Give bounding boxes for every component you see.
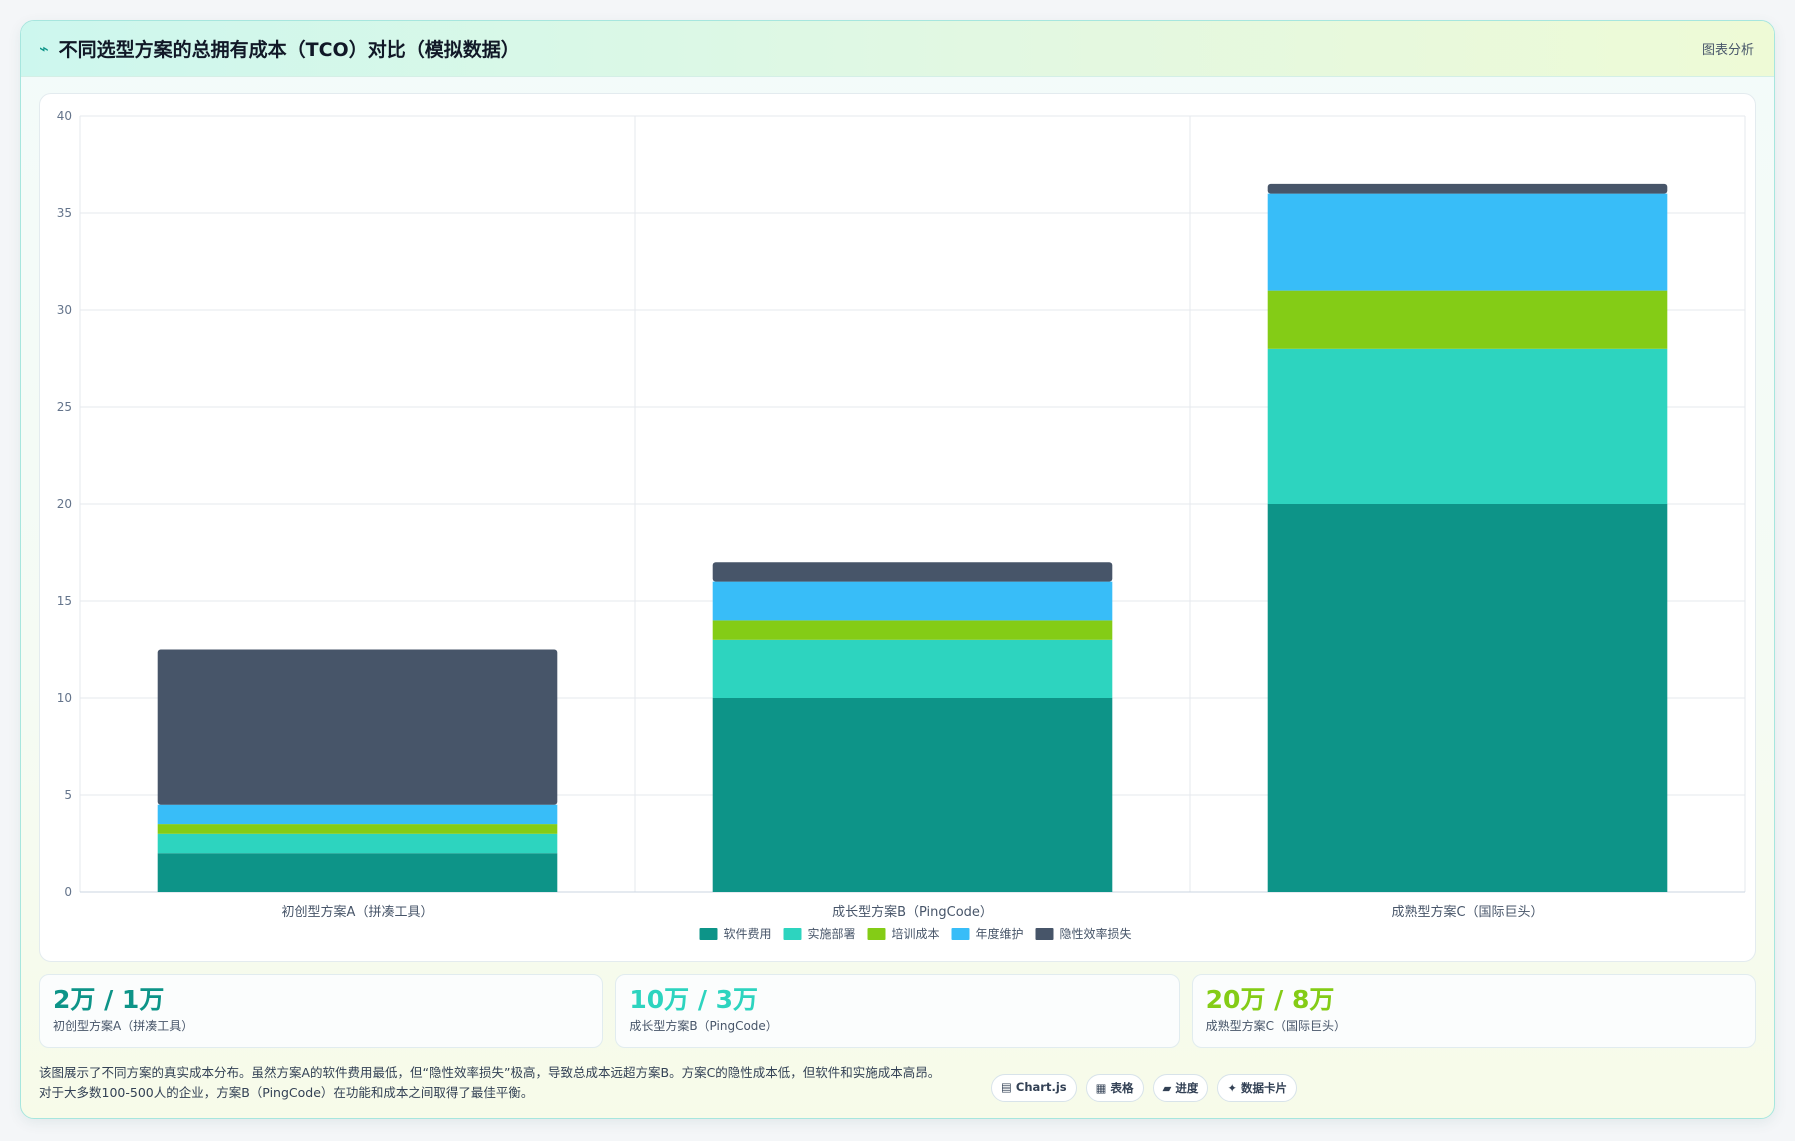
- bar-segment: [1267, 290, 1668, 349]
- stat-card-b: 10万 / 3万 成长型方案B（PingCode）: [615, 974, 1180, 1048]
- table-icon: ▦: [1095, 1081, 1107, 1095]
- y-tick-label: 40: [57, 109, 72, 123]
- bar-segment: [712, 639, 1113, 698]
- panel-header: ⌁ 不同选型方案的总拥有成本（TCO）对比（模拟数据） 图表分析: [21, 21, 1774, 77]
- bar-segment: [712, 562, 1113, 582]
- legend-label: 实施部署: [808, 926, 856, 941]
- description-line: 该图展示了不同方案的真实成本分布。虽然方案A的软件费用最低，但“隐性效率损失”极…: [39, 1065, 941, 1080]
- chart-analysis-button[interactable]: 图表分析: [1701, 43, 1754, 58]
- bar-segment: [157, 649, 558, 805]
- stat-card-label: 成长型方案B（PingCode）: [629, 1019, 778, 1033]
- bar-segment: [157, 804, 558, 825]
- pill-label: 进度: [1175, 1081, 1199, 1095]
- legend-swatch: [699, 928, 718, 940]
- legend-swatch: [951, 928, 970, 940]
- x-tick-label: 成长型方案B（PingCode）: [832, 904, 993, 920]
- stat-card-value: 10万 / 3万: [629, 985, 759, 1014]
- stat-card-label: 成熟型方案C（国际巨头）: [1205, 1019, 1347, 1033]
- x-tick-label: 成熟型方案C（国际巨头）: [1391, 904, 1543, 920]
- stat-card-c: 20万 / 8万 成熟型方案C（国际巨头）: [1191, 974, 1756, 1048]
- bar-segment: [1267, 348, 1668, 504]
- y-tick-label: 25: [57, 400, 72, 414]
- view-chartjs-button[interactable]: ▤ Chart.js: [991, 1074, 1077, 1102]
- stat-card-value: 20万 / 8万: [1205, 985, 1335, 1014]
- legend-swatch: [1035, 928, 1054, 940]
- progress-icon: ▰: [1162, 1081, 1172, 1095]
- sparkle-icon: ✦: [1227, 1081, 1238, 1095]
- stat-card-a: 2万 / 1万 初创型方案A（拼凑工具）: [39, 974, 604, 1048]
- bar-segment: [712, 698, 1113, 892]
- stacked-bar-chart: 0 5 10 15 20 25 30 35 40 初创型方案A（拼凑工具） 成长型方案B（PingC…: [57, 109, 1746, 941]
- stat-card-label: 初创型方案A（拼凑工具）: [53, 1019, 194, 1033]
- bar-segment: [1267, 183, 1668, 194]
- page-title: 不同选型方案的总拥有成本（TCO）对比（模拟数据）: [58, 39, 520, 61]
- chart-description: 该图展示了不同方案的真实成本分布。虽然方案A的软件费用最低，但“隐性效率损失”极…: [39, 1063, 1019, 1103]
- legend-swatch: [783, 928, 802, 940]
- bar-segment: [1267, 193, 1668, 291]
- y-tick-label: 30: [57, 303, 72, 317]
- bar-segment: [157, 853, 558, 892]
- bar-segment: [1267, 504, 1668, 892]
- y-tick-label: 5: [64, 788, 72, 802]
- x-tick-label: 初创型方案A（拼凑工具）: [282, 904, 434, 920]
- chart-card: 0 5 10 15 20 25 30 35 40 初创型方案A（拼凑工具） 成长型方案B（PingC…: [39, 93, 1756, 962]
- legend-label: 年度维护: [976, 926, 1024, 941]
- legend-swatch: [867, 928, 886, 940]
- y-tick-label: 20: [57, 497, 72, 511]
- legend-label: 隐性效率损失: [1060, 926, 1132, 941]
- y-tick-label: 35: [57, 206, 72, 220]
- view-data-cards-button[interactable]: ✦ 数据卡片: [1217, 1074, 1298, 1102]
- legend-label: 培训成本: [892, 926, 940, 941]
- pill-label: Chart.js: [1015, 1080, 1067, 1094]
- stat-card-value: 2万 / 1万: [53, 985, 165, 1014]
- view-table-button[interactable]: ▦ 表格: [1085, 1074, 1144, 1102]
- pulse-icon: ⌁: [39, 39, 49, 58]
- chart-panel: ⌁ 不同选型方案的总拥有成本（TCO）对比（模拟数据） 图表分析 0 5 10 15 2…: [20, 20, 1775, 1119]
- bar-segment: [157, 824, 558, 834]
- y-tick-label: 10: [57, 691, 72, 705]
- view-toolbar: ▤ Chart.js ▦ 表格 ▰ 进度 ✦ 数据卡片: [991, 1074, 1298, 1102]
- bar-segment: [712, 620, 1113, 640]
- bar-segment: [712, 581, 1113, 621]
- y-tick-label: 15: [57, 594, 72, 608]
- pill-label: 表格: [1110, 1081, 1134, 1095]
- description-line: 对于大多数100-500人的企业，方案B（PingCode）在功能和成本之间取得…: [39, 1085, 534, 1100]
- legend-label: 软件费用: [724, 927, 772, 941]
- bar-segment: [157, 833, 558, 854]
- y-tick-label: 0: [64, 885, 72, 899]
- pill-label: 数据卡片: [1241, 1081, 1288, 1095]
- chart-icon: ▤: [1001, 1080, 1012, 1094]
- view-progress-button[interactable]: ▰ 进度: [1152, 1074, 1209, 1102]
- stat-cards: 2万 / 1万 初创型方案A（拼凑工具） 10万 / 3万 成长型方案B（Pin…: [39, 974, 1756, 1048]
